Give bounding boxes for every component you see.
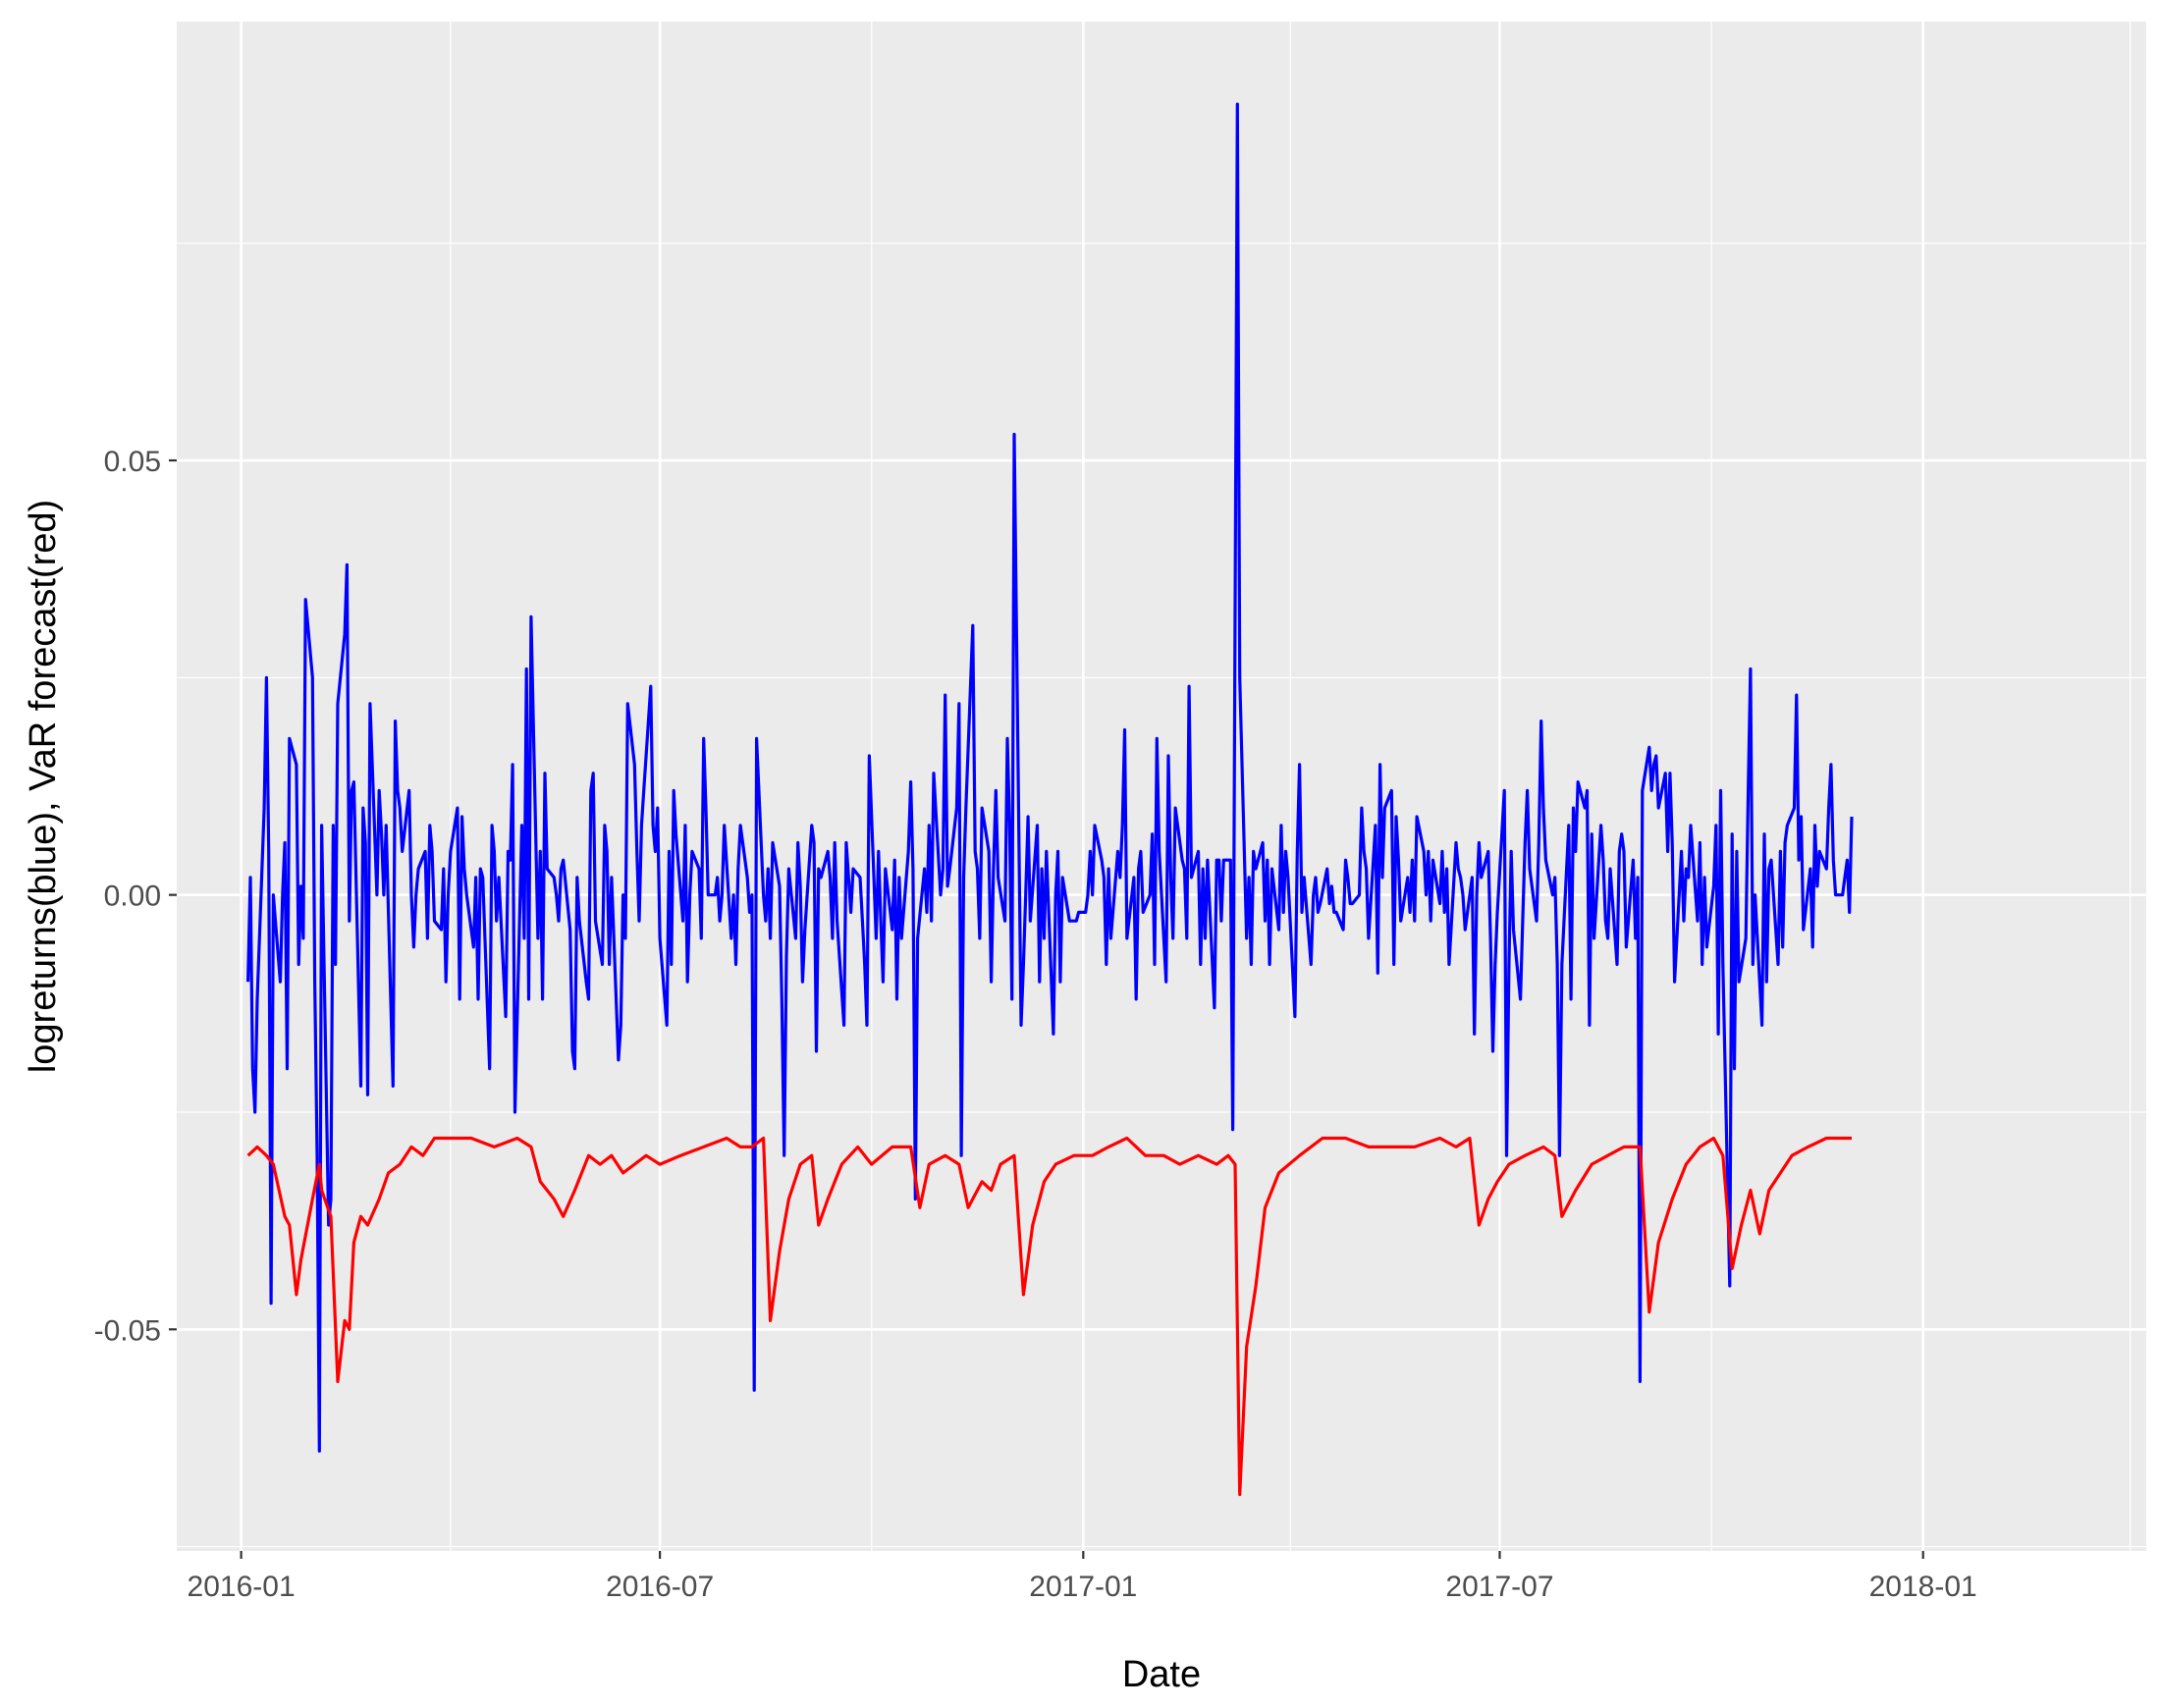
major-gridlines-x <box>240 22 1924 1551</box>
logreturns-line <box>246 102 1854 1453</box>
var-forecast-line <box>246 1136 1852 1497</box>
plot-panel <box>177 22 2146 1551</box>
series-layer <box>246 102 1854 1497</box>
x-tick-labels: 2016-01 2016-07 2017-01 2017-07 2018-01 <box>188 1571 1977 1603</box>
x-tick-label: 2016-01 <box>188 1571 296 1603</box>
y-tick-label: -0.05 <box>94 1314 161 1347</box>
x-tick-label: 2016-07 <box>606 1571 714 1603</box>
y-tick-labels: -0.05 0.00 0.05 <box>94 446 161 1347</box>
axis-ticks <box>169 458 1924 1559</box>
minor-gridlines-y <box>177 242 2146 1548</box>
x-tick-label: 2018-01 <box>1869 1571 1977 1603</box>
x-tick-label: 2017-07 <box>1445 1571 1553 1603</box>
y-tick-label: 0.05 <box>104 446 161 478</box>
y-tick-label: 0.00 <box>104 881 161 913</box>
x-tick-label: 2017-01 <box>1029 1571 1137 1603</box>
x-axis-title: Date <box>1122 1654 1201 1695</box>
y-axis-title: logreturns(blue), VaR forecast(red) <box>23 500 64 1073</box>
